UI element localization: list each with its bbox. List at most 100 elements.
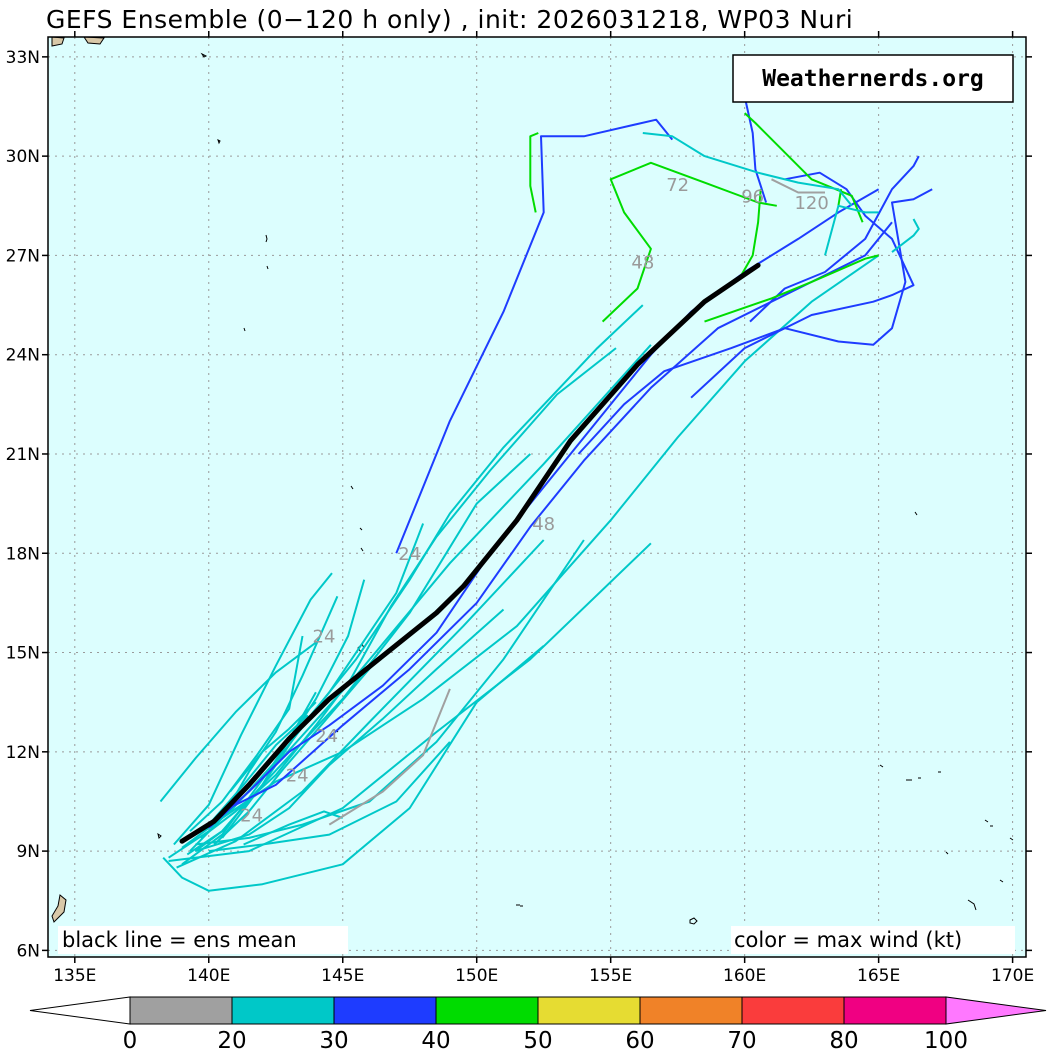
hour-label-7: 24: [315, 726, 338, 747]
brand-label: Weathernerds.org: [762, 66, 984, 92]
plot-frame: [47, 36, 1027, 958]
colorbar-swatch-0: [129, 996, 233, 1025]
track-m02: [176, 539, 545, 869]
track-m37: [824, 204, 879, 256]
hour-label-6: 24: [313, 627, 336, 648]
track-m26: [395, 118, 674, 554]
track-m27: [690, 171, 915, 399]
colorbar-label-4: 50: [523, 1028, 552, 1054]
track-m19: [208, 714, 309, 826]
y-tick-label-4: 18N: [6, 544, 40, 564]
track-m36: [642, 132, 853, 207]
y-tick-label-2: 12N: [6, 743, 40, 763]
track-m21: [229, 701, 317, 793]
colorbar-label-1: 20: [217, 1028, 246, 1054]
track-m06: [162, 645, 545, 892]
track-m40: [771, 178, 825, 194]
track-m20: [200, 347, 617, 839]
track-m18: [195, 608, 505, 853]
legend-note-right-text: color = max wind (kt): [734, 928, 962, 952]
x-tick-label-3: 150E: [455, 966, 498, 986]
track-m39: [328, 688, 451, 826]
x-tick-label-1: 140E: [187, 966, 230, 986]
y-tick-label-8: 30N: [6, 147, 40, 167]
island: [516, 904, 523, 907]
legend-note-left-text: black line = ens mean: [62, 928, 297, 952]
hour-label-5: 24: [398, 544, 421, 565]
y-tick-label-3: 15N: [6, 644, 40, 664]
hour-label-0: 72: [666, 175, 689, 196]
hour-label-8: 24: [286, 766, 309, 787]
colorbar-swatch-6: [741, 996, 845, 1025]
x-tick-label-5: 160E: [723, 966, 766, 986]
island: [243, 327, 246, 332]
track-m16: [189, 635, 304, 832]
colorbar-label-6: 70: [727, 1028, 756, 1054]
island: [689, 917, 698, 925]
y-tick-label-9: 33N: [6, 48, 40, 68]
hour-label-3: 48: [631, 253, 654, 274]
colorbar-swatch-5: [639, 996, 743, 1025]
track-m08: [173, 572, 333, 846]
island: [914, 511, 918, 516]
colorbar-label-3: 40: [421, 1028, 450, 1054]
colorbar: 0 20 30 40 50 60 70 80 100: [29, 996, 1047, 1054]
land-features: [51, 37, 1014, 925]
island: [359, 527, 363, 531]
y-tick-label-7: 27N: [6, 246, 40, 266]
hour-label-1: 96: [741, 186, 764, 207]
track-m25: [577, 188, 933, 455]
ensemble-tracks: [159, 96, 933, 892]
colorbar-label-2: 30: [319, 1028, 348, 1054]
track-m22: [213, 658, 379, 846]
colorbar-label-7: 80: [829, 1028, 858, 1054]
y-tick-label-6: 24N: [6, 346, 40, 366]
forecast-hour-labels: 72 96 120 48 48 24 24 24 24 24: [240, 175, 829, 826]
y-tick-label-0: 6N: [16, 941, 40, 961]
hour-label-4: 48: [532, 514, 555, 535]
hour-label-2: 120: [794, 193, 828, 214]
colorbar-label-5: 60: [625, 1028, 654, 1054]
island-group: [967, 879, 1004, 911]
track-m30: [529, 132, 539, 213]
colorbar-under-arrow: [29, 996, 131, 1025]
legend-note-left: black line = ens mean: [58, 926, 348, 954]
legend-note-right: color = max wind (kt): [731, 926, 1015, 954]
island: [217, 139, 221, 145]
island: [266, 265, 269, 270]
colorbar-swatch-3: [435, 996, 539, 1025]
x-tick-label-6: 165E: [857, 966, 900, 986]
x-axis: 135E 140E 145E 150E 155E 160E 165E 170E: [53, 31, 1034, 986]
island: [265, 234, 268, 243]
track-m23: [208, 188, 880, 829]
track-m29: [743, 96, 768, 203]
x-tick-label-4: 155E: [589, 966, 632, 986]
colorbar-label-8: 100: [924, 1028, 968, 1054]
track-m10: [159, 641, 317, 803]
island: [360, 547, 364, 552]
track-m32: [704, 254, 879, 323]
colorbar-swatch-2: [333, 996, 437, 1025]
ensemble-mean-track: [179, 262, 761, 844]
track-m38: [891, 218, 920, 253]
island-group: [879, 764, 941, 781]
landmass-bottom-left: [51, 894, 67, 923]
track-m34: [744, 112, 864, 223]
colorbar-label-0: 0: [123, 1028, 138, 1054]
y-tick-label-1: 9N: [16, 842, 40, 862]
island-group: [945, 819, 1014, 855]
y-tick-label-5: 21N: [6, 445, 40, 465]
hour-label-9: 24: [240, 805, 263, 826]
x-tick-label-2: 145E: [321, 966, 364, 986]
island: [200, 52, 208, 58]
chart-title: GEFS Ensemble (0−120 h only) , init: 202…: [46, 5, 853, 34]
track-m33: [738, 189, 762, 280]
brand-box: Weathernerds.org: [732, 54, 1014, 103]
track-m13: [181, 523, 425, 843]
track-m28: [749, 155, 920, 323]
x-tick-label-7: 170E: [991, 966, 1034, 986]
colorbar-swatch-1: [231, 996, 335, 1025]
y-axis: 6N 9N 12N 15N 18N 21N 24N 27N 30N 33N: [6, 48, 1032, 961]
plot-area: [48, 37, 1026, 957]
